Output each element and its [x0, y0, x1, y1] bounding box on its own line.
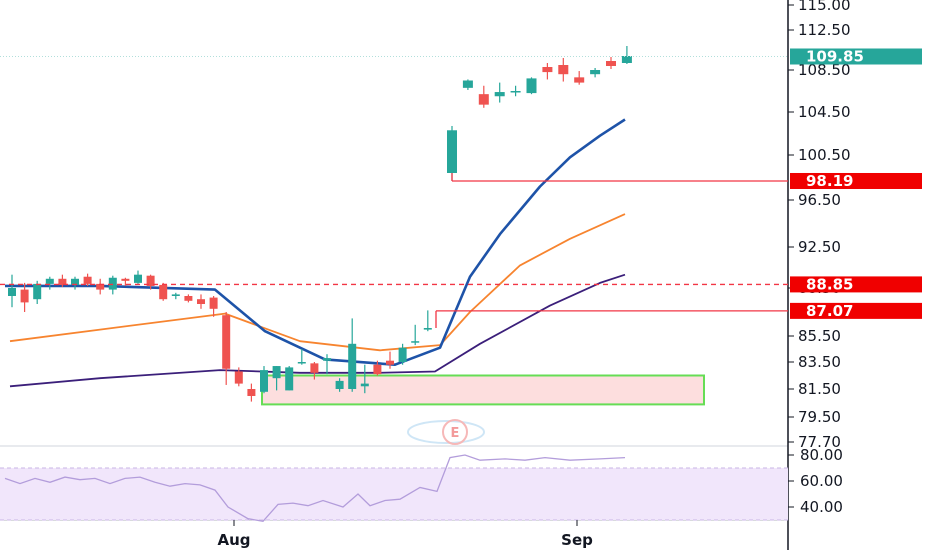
level-badge-text: 87.07	[806, 302, 853, 320]
time-tick-label: Aug	[217, 531, 250, 549]
rsi-band	[0, 468, 788, 520]
candle	[209, 297, 218, 309]
price-tick-label: 92.50	[798, 238, 841, 256]
indicator-lines	[5, 118, 626, 388]
last-price-badge-text: 109.85	[806, 48, 864, 66]
ema-slow-line	[9, 213, 626, 352]
candle	[526, 78, 537, 94]
candle	[386, 360, 394, 365]
candle	[462, 80, 473, 88]
price-tick-label: 85.50	[798, 327, 841, 345]
level-badge[interactable]	[790, 302, 922, 319]
price-levels	[0, 56, 788, 328]
price-tick-label: 77.70	[798, 433, 841, 451]
candle	[494, 92, 505, 97]
candle	[222, 315, 231, 369]
candle	[373, 364, 382, 375]
candle	[478, 94, 489, 105]
price-axis[interactable]: 115.00 112.50 108.50 104.50 100.50 96.50 92.50…	[788, 0, 932, 550]
candle	[348, 343, 357, 389]
candle	[285, 367, 294, 391]
candle	[83, 276, 92, 284]
candle	[197, 299, 205, 304]
time-tick-label: Sep	[561, 531, 593, 549]
candle	[260, 370, 268, 392]
level-badge[interactable]	[790, 172, 922, 189]
candle	[447, 130, 457, 173]
candle	[96, 283, 105, 290]
level-badge-text: 88.85	[806, 275, 853, 293]
time-axis[interactable]: Aug Sep	[217, 520, 593, 549]
candle	[134, 274, 142, 283]
candle	[247, 389, 256, 396]
price-axis-bg	[789, 0, 932, 550]
price-tick-label: 104.50	[798, 103, 851, 121]
candle	[146, 275, 155, 286]
candle	[297, 362, 306, 364]
price-tick-label: 96.50	[798, 191, 841, 209]
rsi-tick-label: 80.00	[800, 446, 843, 464]
candle	[606, 61, 616, 66]
candle	[234, 371, 243, 384]
candle	[71, 278, 79, 285]
candle	[159, 284, 168, 300]
candle	[542, 67, 553, 73]
candles	[8, 46, 632, 402]
watermark-circle	[442, 419, 468, 445]
rsi-pane	[0, 454, 788, 523]
sma-line	[9, 273, 626, 388]
candle	[58, 278, 67, 285]
demand-zone-box	[261, 374, 705, 406]
candle	[398, 347, 407, 362]
candle	[590, 70, 601, 75]
candle	[621, 56, 632, 63]
price-tick-label: 108.50	[798, 61, 851, 79]
level-badge-text: 98.19	[806, 172, 853, 190]
candle	[108, 277, 117, 290]
candle	[574, 77, 585, 83]
candle	[360, 383, 369, 387]
demand-zone	[261, 374, 705, 406]
watermark-letter: E	[451, 426, 460, 441]
last-price-badge[interactable]	[790, 48, 922, 65]
candle	[171, 294, 180, 296]
candle	[558, 65, 569, 75]
candle	[33, 283, 42, 300]
candle	[45, 278, 54, 284]
candle	[121, 278, 130, 281]
candle	[510, 91, 521, 93]
price-tick-label: 81.50	[798, 380, 841, 398]
candle	[335, 380, 344, 389]
candle	[411, 341, 420, 343]
candle	[272, 366, 281, 379]
price-tick-label: 115.00	[798, 0, 851, 14]
candle	[20, 289, 29, 303]
price-tick-label: 83.50	[798, 353, 841, 371]
ema-fast-line	[5, 118, 626, 367]
level-badge[interactable]	[790, 276, 922, 293]
candle	[184, 296, 193, 301]
candle	[310, 363, 319, 373]
rsi-tick-label: 40.00	[800, 498, 843, 516]
watermark-ring	[407, 420, 485, 444]
price-tick-label: 79.50	[798, 408, 841, 426]
price-tick-label: 112.50	[798, 21, 851, 39]
price-tick-label: 100.50	[798, 146, 851, 164]
candle	[8, 288, 16, 296]
rsi-tick-label: 60.00	[800, 472, 843, 490]
candle	[323, 358, 331, 361]
rsi-line	[4, 454, 626, 523]
watermark: E	[407, 419, 485, 445]
candle	[423, 328, 432, 330]
